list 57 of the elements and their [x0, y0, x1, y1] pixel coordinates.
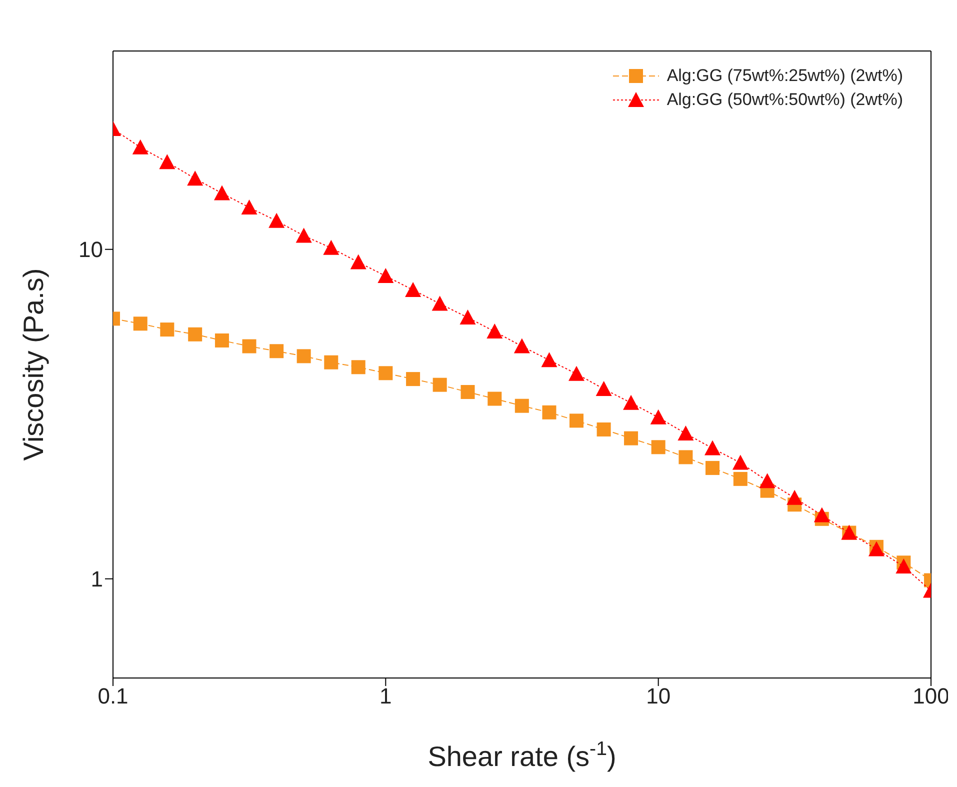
point — [651, 440, 666, 454]
point — [242, 339, 256, 354]
point — [160, 322, 174, 337]
point — [624, 431, 638, 446]
point — [733, 472, 748, 486]
legend-label: Alg:GG (50wt%:50wt%) (2wt%) — [666, 90, 903, 110]
point — [896, 558, 912, 574]
point — [270, 344, 284, 358]
point — [159, 154, 176, 170]
x-axis-title: Shear rate (s$^{-1}$) — [428, 738, 616, 772]
point — [732, 454, 748, 470]
point — [678, 426, 694, 441]
point — [323, 240, 340, 255]
point — [350, 254, 366, 270]
x-tick-label: 10 — [646, 684, 671, 709]
point — [650, 409, 666, 424]
y-axis-title: Viscosity (Pa.s) — [18, 268, 49, 461]
point — [432, 296, 448, 311]
point — [324, 355, 338, 370]
point — [133, 316, 148, 331]
point — [596, 380, 612, 396]
point — [406, 372, 420, 386]
point — [596, 422, 611, 436]
point — [486, 324, 503, 339]
point — [514, 398, 529, 413]
point — [187, 170, 204, 186]
point — [405, 282, 422, 297]
point — [378, 268, 394, 284]
point — [786, 490, 803, 505]
point — [188, 327, 202, 342]
point — [432, 378, 447, 392]
point — [351, 360, 366, 374]
point — [488, 392, 502, 406]
point — [568, 366, 584, 381]
point — [623, 394, 640, 410]
point — [704, 440, 720, 456]
point — [268, 212, 285, 228]
point — [814, 507, 830, 522]
point — [214, 333, 229, 348]
x-tick-label: 0.1 — [98, 684, 128, 709]
point — [296, 228, 312, 243]
point — [214, 185, 230, 200]
legend-label: Alg:GG (75wt%:25wt%) (2wt%) — [666, 66, 903, 86]
point — [542, 405, 556, 420]
point — [706, 460, 720, 475]
x-tick-label: 1 — [380, 684, 392, 709]
point — [460, 310, 476, 325]
point — [241, 199, 258, 214]
point — [759, 473, 776, 488]
point — [460, 385, 475, 400]
point — [569, 414, 584, 428]
point — [678, 450, 693, 464]
point — [378, 366, 393, 380]
point — [132, 139, 148, 154]
point — [296, 349, 311, 364]
point — [514, 338, 530, 354]
point — [541, 352, 558, 368]
